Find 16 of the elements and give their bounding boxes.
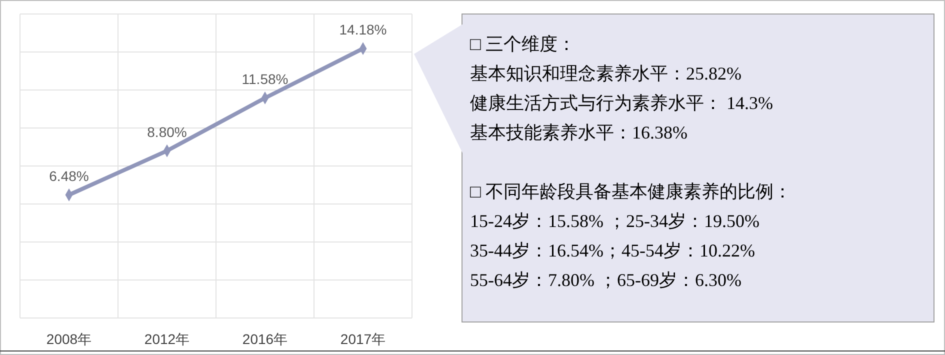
x-tick-label: 2012年: [144, 331, 190, 347]
x-tick-label: 2016年: [242, 331, 288, 347]
text: 健康生活方式与行为素养水平： 14.3%: [470, 93, 773, 113]
data-label: 14.18%: [339, 22, 387, 38]
text: 基本技能素养水平：16.38%: [470, 122, 688, 142]
text: □ 不同年龄段具备基本健康素养的比例：: [470, 182, 792, 202]
data-label: 11.58%: [242, 70, 288, 87]
x-tick-label: 2017年: [340, 331, 386, 347]
text: □ 三个维度：: [470, 34, 576, 54]
text: 基本知识和理念素养水平：25.82%: [470, 64, 742, 84]
text: 15-24岁：15.58% ；25-34岁：19.50%: [470, 211, 760, 231]
text: 55-64岁：7.80% ；65-69岁：6.30%: [470, 270, 742, 290]
data-label: 8.80%: [147, 124, 187, 140]
data-label: 6.48%: [49, 168, 89, 184]
x-tick-label: 2008年: [46, 331, 92, 347]
text: 35-44岁：16.54%；45-54岁：10.22%: [470, 240, 755, 260]
